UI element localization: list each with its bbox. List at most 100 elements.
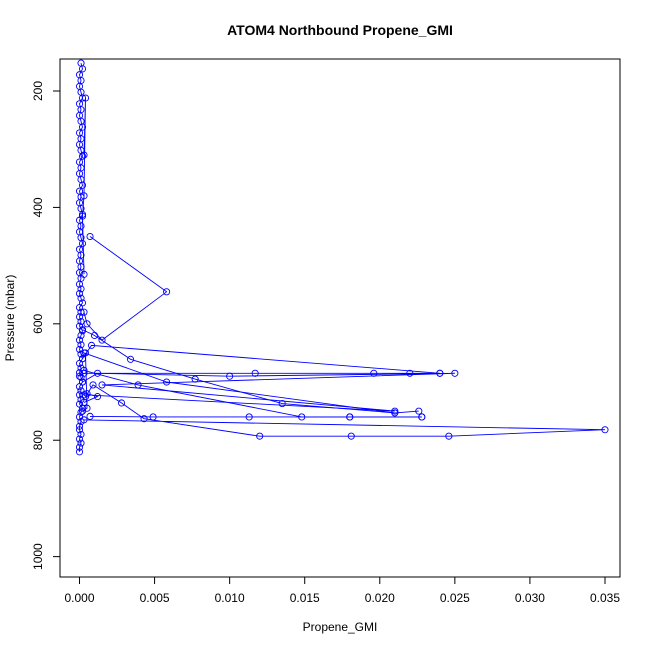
y-axis: 200 400 600 800 1000 (31, 81, 61, 570)
data-point (77, 59, 85, 67)
data-point (245, 413, 253, 421)
data-point (98, 336, 106, 344)
x-tick-label: 0.020 (365, 591, 395, 605)
data-point (191, 375, 199, 383)
x-axis-label: Propene_GMI (303, 620, 378, 634)
chart-title: ATOM4 Northbound Propene_GMI (227, 22, 453, 38)
y-tick-label: 1000 (31, 543, 45, 570)
data-point (89, 381, 97, 389)
data-point (81, 349, 90, 357)
data-point (436, 369, 444, 377)
data-point (140, 415, 148, 423)
series-line (83, 384, 606, 437)
data-point (251, 369, 259, 377)
data-series (78, 349, 91, 415)
data-point (391, 409, 399, 417)
data-point (80, 308, 88, 316)
x-tick-label: 0.030 (515, 591, 545, 605)
data-point (163, 288, 171, 296)
data-point (77, 285, 85, 293)
data-point (80, 192, 88, 200)
data-point (78, 299, 87, 307)
data-point (75, 290, 84, 298)
data-point (80, 416, 88, 424)
x-tick-label: 0.010 (215, 591, 245, 605)
data-point (256, 432, 264, 440)
data-point (370, 369, 378, 377)
y-tick-label: 400 (31, 197, 45, 217)
data-point (78, 326, 87, 334)
data-point (78, 378, 87, 386)
data-point (83, 320, 91, 328)
data-point (75, 448, 84, 456)
data-point (75, 400, 84, 408)
data-point (86, 232, 94, 241)
data-point (451, 369, 459, 377)
data-point (75, 71, 84, 79)
data-point (80, 151, 88, 159)
data-point (75, 187, 84, 195)
data-point (90, 331, 99, 340)
data-point (118, 399, 126, 407)
data-point (77, 294, 85, 302)
data-point (80, 366, 88, 374)
data-point (77, 317, 85, 326)
data-series (80, 349, 399, 417)
series-line (89, 415, 422, 418)
data-point (75, 443, 84, 451)
data-point (77, 350, 85, 358)
x-tick-label: 0.000 (65, 591, 95, 605)
data-point (78, 212, 87, 220)
data-point (75, 129, 84, 137)
data-point (75, 345, 84, 353)
data-point (77, 430, 85, 438)
data-point (347, 432, 355, 440)
y-tick-label: 800 (31, 430, 45, 450)
data-point (81, 94, 90, 102)
data-point (127, 355, 135, 363)
data-point (163, 378, 171, 386)
data-point (134, 381, 142, 389)
data-point (77, 439, 85, 447)
data-point (75, 336, 84, 344)
data-point (406, 369, 414, 377)
series-line (83, 352, 395, 414)
x-axis: 0.000 0.005 0.010 0.015 0.020 0.025 0.030 0.035 (65, 576, 620, 605)
data-point (80, 369, 88, 377)
data-series (78, 94, 90, 278)
data-point (75, 422, 84, 430)
data-point (80, 270, 88, 278)
data-point (75, 426, 84, 434)
data-point (415, 407, 423, 415)
x-tick-label: 0.005 (140, 591, 170, 605)
data-point (87, 341, 96, 349)
x-tick-label: 0.025 (440, 591, 470, 605)
series-line (83, 393, 99, 403)
data-point (601, 426, 609, 434)
y-tick-label: 600 (31, 313, 45, 333)
data-point (418, 413, 426, 421)
data-point (98, 381, 106, 389)
data-point (93, 393, 102, 401)
data-point (391, 407, 399, 415)
data-point (78, 407, 87, 415)
x-tick-label: 0.015 (290, 591, 320, 605)
data-point (77, 341, 85, 349)
data-point (86, 412, 94, 420)
data-point (445, 432, 453, 440)
data-point (278, 400, 286, 408)
data-point (75, 245, 84, 253)
data-point (75, 313, 84, 321)
series-line (82, 352, 88, 412)
data-point (77, 408, 85, 416)
y-axis-label: Pressure (mbar) (3, 275, 17, 362)
data-point (75, 435, 84, 443)
data-point (75, 100, 84, 108)
data-point (75, 158, 84, 166)
y-tick-label: 200 (31, 81, 45, 101)
series-layer (75, 59, 609, 456)
x-tick-label: 0.035 (590, 591, 620, 605)
data-point (346, 413, 354, 421)
